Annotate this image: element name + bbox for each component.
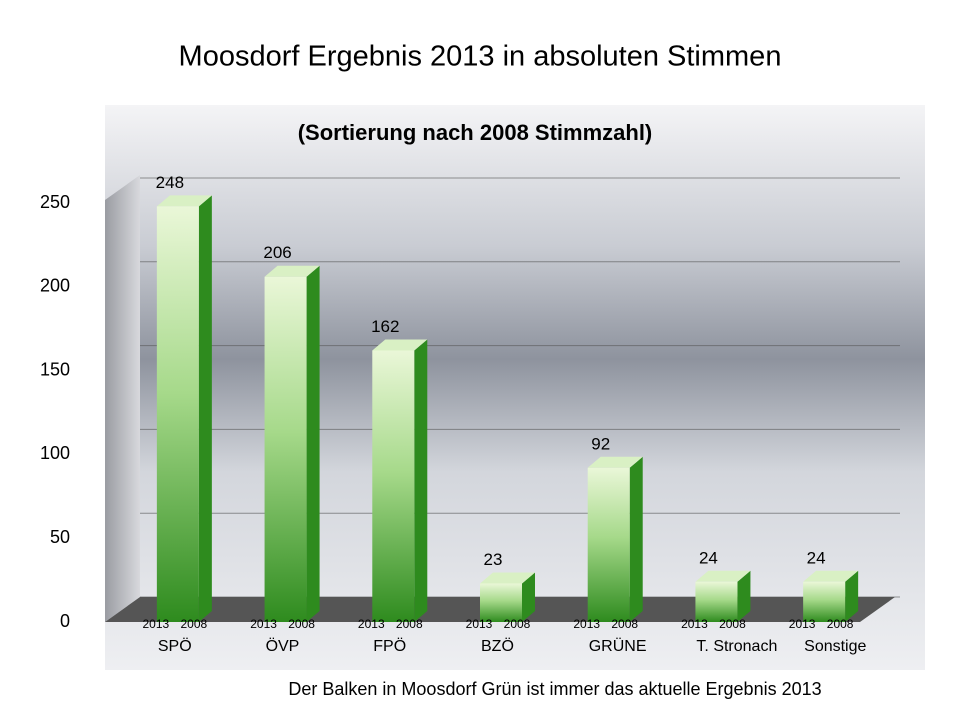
bar: [372, 350, 415, 622]
bar-top: [264, 265, 320, 277]
footnote: Der Balken in Moosdorf Grün ist immer da…: [288, 679, 821, 699]
x-tick-label: T. Stronach: [696, 638, 777, 655]
bar-top: [372, 339, 428, 351]
value-label: 24: [807, 548, 826, 567]
side-wall: [105, 175, 140, 622]
value-label: 92: [591, 434, 610, 453]
y-tick-label: 150: [40, 359, 70, 379]
x-tick-label: Sonstige: [804, 638, 866, 655]
x-tick-label: ÖVP: [266, 637, 300, 655]
bar-side: [414, 339, 428, 622]
bar-top: [480, 572, 535, 584]
period-label: 2008: [827, 617, 854, 631]
x-tick-label: GRÜNE: [589, 637, 647, 655]
bar: [587, 467, 630, 622]
y-tick-label: 0: [60, 611, 70, 631]
period-label: 2013: [358, 617, 385, 631]
y-tick-label: 100: [40, 443, 70, 463]
value-label: 248: [156, 173, 184, 192]
bar-side: [522, 572, 535, 622]
bar-side: [629, 456, 643, 622]
x-tick-label: BZÖ: [481, 637, 514, 655]
bar-top: [587, 456, 643, 468]
period-label: 2013: [681, 617, 708, 631]
period-label: 2008: [504, 617, 531, 631]
bar-side: [845, 570, 859, 622]
bar-side: [198, 195, 212, 623]
x-tick-label: FPÖ: [373, 637, 406, 655]
period-label: 2013: [573, 617, 600, 631]
bar-side: [737, 570, 751, 622]
bar: [695, 581, 738, 622]
period-label: 2008: [288, 617, 315, 631]
x-tick-label: SPÖ: [158, 637, 192, 655]
chart-title: Moosdorf Ergebnis 2013 in absoluten Stim…: [179, 41, 782, 73]
chart-subtitle: (Sortierung nach 2008 Stimmzahl): [298, 120, 653, 145]
period-label: 2013: [466, 617, 493, 631]
bar-top: [156, 195, 212, 207]
bar: [803, 581, 846, 622]
period-label: 2008: [181, 617, 208, 631]
period-label: 2008: [396, 617, 423, 631]
value-label: 24: [699, 548, 718, 567]
period-label: 2013: [789, 617, 816, 631]
bar-side: [306, 265, 320, 622]
period-label: 2008: [611, 617, 638, 631]
value-label: 23: [484, 550, 503, 569]
y-tick-label: 250: [40, 192, 70, 212]
value-label: 206: [263, 243, 291, 262]
bar-top: [803, 570, 859, 582]
period-label: 2008: [719, 617, 746, 631]
y-tick-label: 200: [40, 276, 70, 296]
period-label: 2013: [143, 617, 170, 631]
y-tick-label: 50: [50, 527, 70, 547]
value-label: 162: [371, 317, 399, 336]
bar: [156, 206, 199, 623]
plot-area: 0 50 100 150 200 250 248 2013 2008 SPÖ 206 2013 2008…: [40, 173, 900, 655]
bar: [264, 276, 307, 622]
bar: [480, 583, 522, 622]
bar-top: [695, 570, 751, 582]
period-label: 2013: [250, 617, 277, 631]
